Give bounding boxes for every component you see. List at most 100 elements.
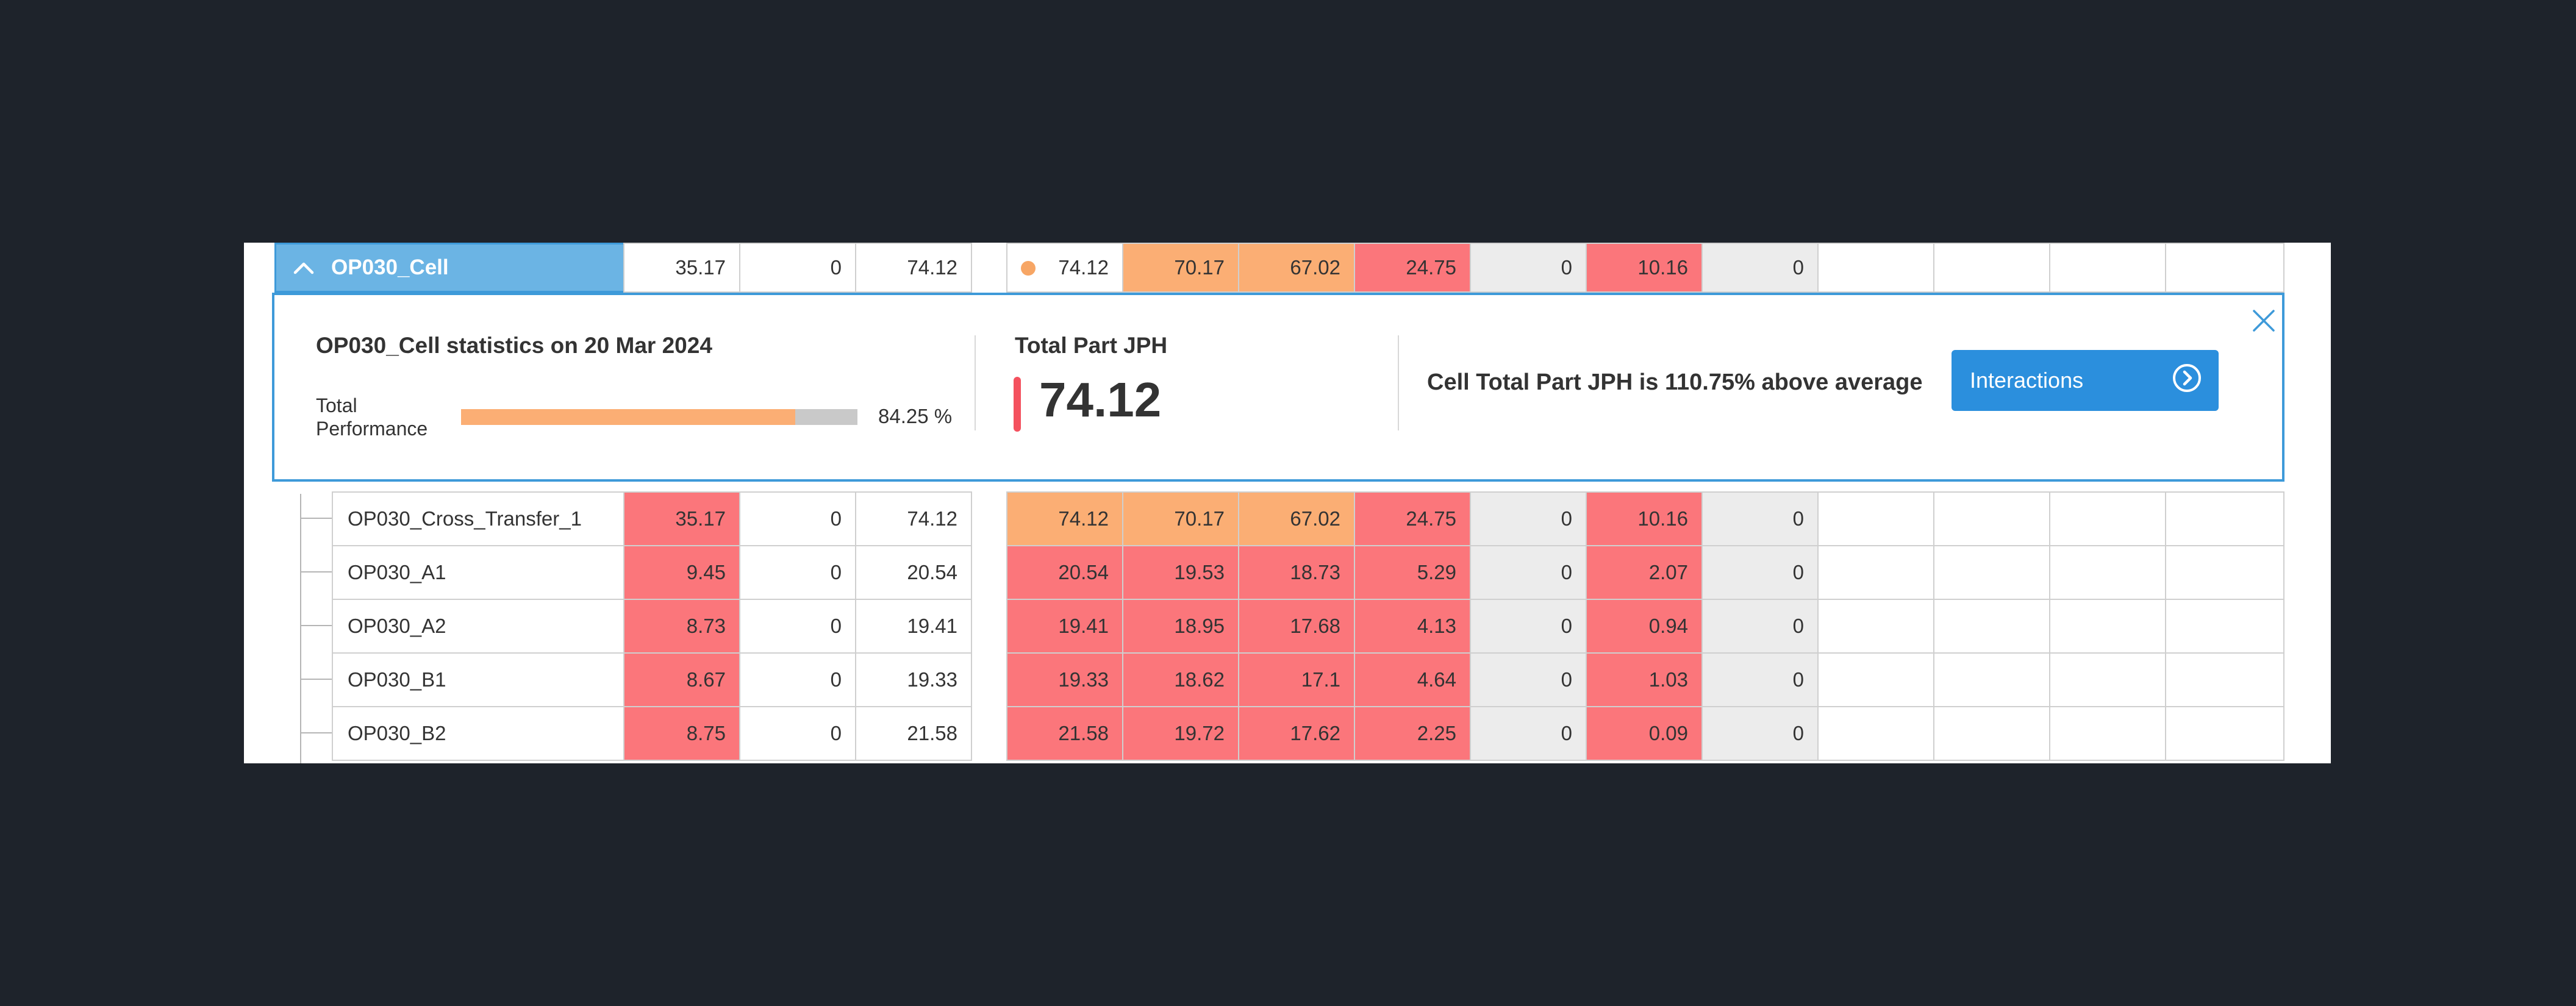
arrow-circle-right-icon (2171, 362, 2203, 399)
row-cell-1: 8.67 (623, 652, 740, 707)
row-cell-8: 0 (1470, 652, 1587, 707)
row-cell-5: 19.72 (1122, 706, 1239, 761)
row-cell-11 (1817, 706, 1934, 761)
row-cell-5: 18.62 (1122, 652, 1239, 707)
chevron-up-icon[interactable] (276, 260, 331, 275)
header-cell-8: 0 (1470, 243, 1587, 293)
tree-line (300, 494, 301, 763)
performance-bar-fill (461, 409, 795, 425)
row-cell-7: 5.29 (1354, 545, 1471, 600)
row-cell-2: 0 (739, 545, 856, 600)
row-cell-6: 18.73 (1238, 545, 1355, 600)
row-cell-9: 2.07 (1586, 545, 1703, 600)
row-cell-13 (2049, 706, 2166, 761)
statistics-title: OP030_Cell statistics on 20 Mar 2024 (316, 333, 712, 358)
header-cell-11 (1817, 243, 1934, 293)
header-cell-7: 24.75 (1354, 243, 1471, 293)
row-cell-2: 0 (739, 491, 856, 546)
row-name-cell[interactable]: OP030_A2 (332, 599, 624, 654)
row-cell-13 (2049, 599, 2166, 654)
row-cell-8: 0 (1470, 706, 1587, 761)
row-cell-4: 19.41 (1006, 599, 1123, 654)
row-cell-6: 17.68 (1238, 599, 1355, 654)
data-panel: OP030_Cell 35.17 0 74.12 74.12 70.17 67.… (244, 243, 2331, 763)
row-cell-13 (2049, 545, 2166, 600)
row-cell-9: 0.09 (1586, 706, 1703, 761)
row-cell-3: 20.54 (855, 545, 972, 600)
performance-bar (461, 409, 857, 425)
performance-label-line1: Total (316, 394, 357, 416)
row-cell-14 (2165, 599, 2284, 654)
row-cell-5: 70.17 (1122, 491, 1239, 546)
tree-branch (300, 518, 333, 519)
row-cell-10: 0 (1701, 545, 1819, 600)
row-cell-14 (2165, 491, 2284, 546)
tree-branch (300, 625, 333, 626)
row-cell-12 (1933, 652, 2050, 707)
row-cell-3: 21.58 (855, 706, 972, 761)
jph-title: Total Part JPH (1015, 333, 1168, 358)
above-average-text: Cell Total Part JPH is 110.75% above ave… (1427, 369, 1923, 395)
row-name: OP030_Cell (331, 255, 449, 279)
row-cell-8: 0 (1470, 545, 1587, 600)
row-cell-9: 0.94 (1586, 599, 1703, 654)
row-name-cell[interactable]: OP030_A1 (332, 545, 624, 600)
row-cell-3: 19.33 (855, 652, 972, 707)
row-cell-3: 74.12 (855, 491, 972, 546)
row-cell-14 (2165, 706, 2284, 761)
header-cell-13 (2049, 243, 2166, 293)
row-cell-13 (2049, 491, 2166, 546)
divider (975, 335, 976, 430)
status-dot-icon (1021, 261, 1036, 276)
tree-branch (300, 679, 333, 680)
header-cell-2: 0 (739, 243, 856, 293)
header-cell-9: 10.16 (1586, 243, 1703, 293)
row-cell-2: 0 (739, 599, 856, 654)
row-cell-11 (1817, 599, 1934, 654)
row-cell-6: 17.1 (1238, 652, 1355, 707)
header-cell-10: 0 (1701, 243, 1819, 293)
row-cell-10: 0 (1701, 491, 1819, 546)
close-icon[interactable] (2250, 307, 2277, 337)
row-cell-14 (2165, 652, 2284, 707)
interactions-button[interactable]: Interactions (1952, 350, 2219, 411)
header-cell-5: 70.17 (1122, 243, 1239, 293)
tree-branch (300, 732, 333, 733)
row-cell-8: 0 (1470, 491, 1587, 546)
row-header-op030-cell[interactable]: OP030_Cell (274, 243, 623, 293)
header-cell-3: 74.12 (855, 243, 972, 293)
row-cell-3: 19.41 (855, 599, 972, 654)
performance-label-line2: Performance (316, 418, 428, 440)
row-name-cell[interactable]: OP030_Cross_Transfer_1 (332, 491, 624, 546)
row-cell-1: 35.17 (623, 491, 740, 546)
divider (1398, 335, 1399, 430)
row-cell-11 (1817, 491, 1934, 546)
row-cell-14 (2165, 545, 2284, 600)
row-cell-8: 0 (1470, 599, 1587, 654)
interactions-label: Interactions (1970, 368, 2084, 393)
performance-label: Total Performance (316, 394, 428, 440)
row-cell-7: 2.25 (1354, 706, 1471, 761)
row-name-cell[interactable]: OP030_B2 (332, 706, 624, 761)
statistics-card: OP030_Cell statistics on 20 Mar 2024 Tot… (272, 293, 2284, 482)
row-cell-6: 17.62 (1238, 706, 1355, 761)
row-cell-9: 10.16 (1586, 491, 1703, 546)
row-cell-4: 21.58 (1006, 706, 1123, 761)
row-cell-4: 20.54 (1006, 545, 1123, 600)
row-cell-7: 4.13 (1354, 599, 1471, 654)
header-cell-6: 67.02 (1238, 243, 1355, 293)
row-cell-12 (1933, 545, 2050, 600)
performance-value: 84.25 % (878, 405, 953, 427)
tree-branch (300, 571, 333, 573)
row-name-cell[interactable]: OP030_B1 (332, 652, 624, 707)
row-cell-4: 19.33 (1006, 652, 1123, 707)
row-cell-5: 19.53 (1122, 545, 1239, 600)
row-cell-1: 8.75 (623, 706, 740, 761)
row-cell-9: 1.03 (1586, 652, 1703, 707)
row-cell-11 (1817, 545, 1934, 600)
jph-marker (1014, 377, 1021, 432)
row-cell-11 (1817, 652, 1934, 707)
row-cell-13 (2049, 652, 2166, 707)
row-cell-10: 0 (1701, 652, 1819, 707)
row-cell-5: 18.95 (1122, 599, 1239, 654)
